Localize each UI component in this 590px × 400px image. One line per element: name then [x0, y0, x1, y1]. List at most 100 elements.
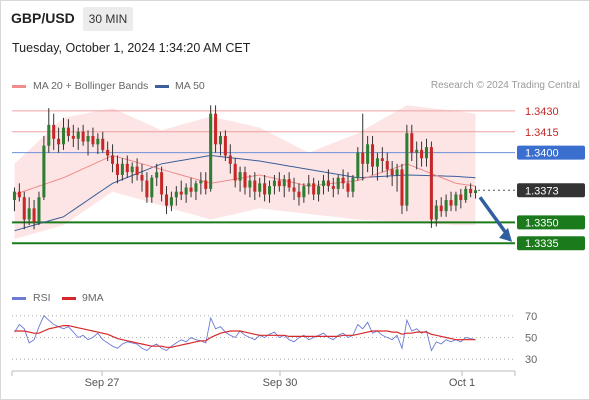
candle-body: [361, 152, 365, 164]
candle-body: [106, 149, 110, 156]
candle-body: [17, 191, 21, 198]
candle-body: [155, 172, 159, 178]
candle-body: [243, 172, 247, 188]
candle-body: [375, 158, 379, 167]
candle-body: [209, 113, 213, 189]
candle-body: [91, 135, 95, 145]
ma50-line: [14, 154, 476, 232]
forecast-arrow-head: [499, 227, 512, 242]
level-label: 1.3373: [525, 185, 559, 197]
candle-body: [400, 169, 404, 206]
timestamp: Tuesday, October 1, 2024 1:34:20 AM CET: [12, 41, 251, 55]
rsi-ma-legend-swatch: [62, 297, 76, 300]
candle-body: [184, 187, 188, 195]
rsi-tick-label: 50: [525, 333, 537, 345]
candle-body: [223, 135, 227, 156]
rsi-tick-label: 30: [525, 354, 537, 366]
candle-body: [27, 208, 31, 220]
candle-body: [120, 163, 124, 175]
candle-body: [12, 191, 16, 201]
x-tick-label: Oct 1: [449, 377, 475, 389]
candle-body: [449, 200, 453, 206]
level-label-bg-pivot: [517, 145, 585, 160]
candle-body: [366, 144, 370, 164]
candle-body: [214, 113, 218, 145]
candle-body: [282, 179, 286, 187]
candle-body: [277, 180, 281, 187]
candle-body: [326, 180, 330, 187]
candle-body: [321, 180, 326, 187]
candle-body: [125, 163, 129, 173]
candle-body: [248, 180, 252, 188]
candle-body: [150, 177, 154, 198]
rsi-line: [14, 315, 476, 352]
candle-body: [341, 177, 345, 184]
candle-body: [336, 177, 340, 189]
candle-body: [263, 183, 267, 195]
candle-body: [145, 180, 149, 198]
candle-body: [420, 149, 424, 159]
candle-body: [410, 133, 414, 153]
candle-body: [76, 131, 80, 139]
candle-body: [199, 180, 203, 184]
rsi-legend-swatch: [12, 297, 26, 300]
level-label-bg-current: [517, 183, 585, 198]
level-label-bg-support: [517, 215, 585, 230]
ma50-legend-swatch: [155, 85, 169, 88]
candle-body: [164, 194, 169, 206]
ma20-legend-swatch: [12, 85, 26, 88]
candle-body: [395, 169, 399, 175]
candle-body: [228, 155, 232, 164]
candle-body: [292, 187, 296, 192]
candle-body: [390, 169, 394, 175]
candle-body: [111, 155, 115, 164]
candle-body: [415, 149, 419, 153]
rsi-tick-label: 70: [525, 311, 537, 323]
ma50-legend-label: MA 50: [175, 80, 205, 92]
candle-body: [405, 133, 409, 206]
x-tick-label: Sep 30: [263, 377, 298, 389]
candle-body: [474, 190, 478, 194]
candle-body: [331, 186, 335, 189]
candle-body: [218, 135, 222, 145]
candle-body: [385, 161, 389, 170]
candle-body: [71, 135, 75, 139]
candle-body: [464, 188, 468, 201]
candle-body: [434, 205, 438, 220]
candle-body: [32, 208, 36, 223]
candle-body: [66, 127, 70, 136]
level-label: 1.3335: [525, 238, 559, 250]
timeframe-badge[interactable]: 30 MIN: [83, 7, 133, 31]
level-label: 1.3350: [525, 217, 559, 229]
candle-body: [380, 158, 384, 162]
candle-body: [444, 200, 448, 212]
candle-body: [429, 147, 433, 220]
candle-body: [101, 138, 105, 150]
candle-body: [424, 147, 429, 159]
candle-body: [135, 166, 139, 175]
candle-body: [42, 145, 46, 198]
candle-body: [287, 179, 291, 188]
candle-body: [160, 172, 164, 195]
level-label: 1.3430: [525, 106, 559, 118]
candle-body: [174, 191, 178, 198]
candle-body: [37, 197, 41, 223]
ma20-legend-label: MA 20 + Bollinger Bands: [33, 80, 149, 92]
candle-body: [140, 174, 144, 181]
x-tick-label: Sep 27: [85, 377, 120, 389]
candle-body: [179, 191, 183, 195]
forecast-arrow-shaft: [478, 196, 510, 237]
candle-body: [371, 144, 375, 167]
candle-body: [312, 183, 316, 195]
candle-body: [22, 197, 26, 220]
level-label: 1.3415: [525, 127, 559, 139]
research-credit: Research © 2024 Trading Central: [430, 80, 580, 91]
candle-body: [258, 183, 262, 192]
candle-body: [86, 135, 90, 142]
level-label: 1.3400: [525, 148, 559, 160]
candle-body: [194, 183, 198, 192]
candle-body: [307, 183, 311, 187]
rsi-legend-label: RSI: [33, 292, 51, 304]
candle-body: [272, 180, 276, 187]
